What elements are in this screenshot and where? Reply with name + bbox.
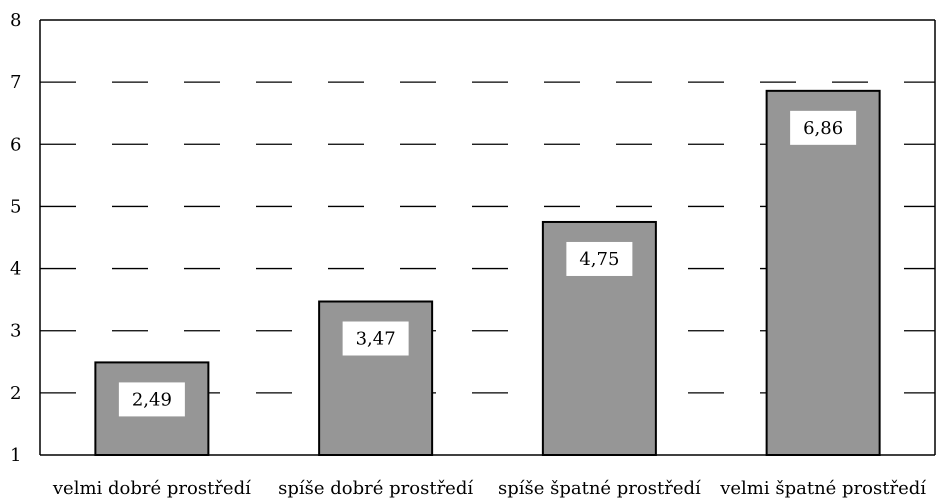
x-axis-labels: velmi dobré prostředí spíše dobré prostře… bbox=[52, 478, 926, 499]
y-tick-label: 2 bbox=[10, 383, 21, 404]
x-category-label: velmi špatné prostředí bbox=[719, 478, 926, 499]
data-label-box bbox=[790, 110, 857, 145]
y-tick-label: 6 bbox=[10, 134, 21, 155]
y-tick-label: 7 bbox=[10, 72, 21, 93]
y-axis-ticks: 1 2 3 4 5 6 7 8 bbox=[10, 10, 21, 466]
data-label-box bbox=[566, 241, 633, 276]
x-category-label: velmi dobré prostředí bbox=[52, 478, 251, 499]
data-label: 2,49 bbox=[132, 389, 172, 410]
x-category-label: spíše dobré prostředí bbox=[278, 478, 473, 499]
bars bbox=[94, 89, 881, 456]
data-label-box bbox=[118, 382, 185, 417]
data-labels: 2,49 3,47 4,75 6,86 bbox=[118, 110, 857, 417]
y-tick-label: 1 bbox=[10, 445, 21, 466]
x-category-label: spíše špatné prostředí bbox=[498, 478, 701, 499]
y-tick-label: 3 bbox=[10, 321, 21, 342]
y-tick-label: 4 bbox=[10, 259, 21, 280]
bar bbox=[765, 89, 881, 456]
data-label: 4,75 bbox=[579, 249, 619, 270]
data-label: 6,86 bbox=[803, 118, 843, 139]
data-label-box bbox=[342, 321, 409, 356]
y-tick-label: 8 bbox=[10, 10, 21, 31]
data-label: 3,47 bbox=[356, 329, 396, 350]
plot-frame bbox=[39, 19, 936, 456]
y-tick-label: 5 bbox=[10, 196, 21, 217]
